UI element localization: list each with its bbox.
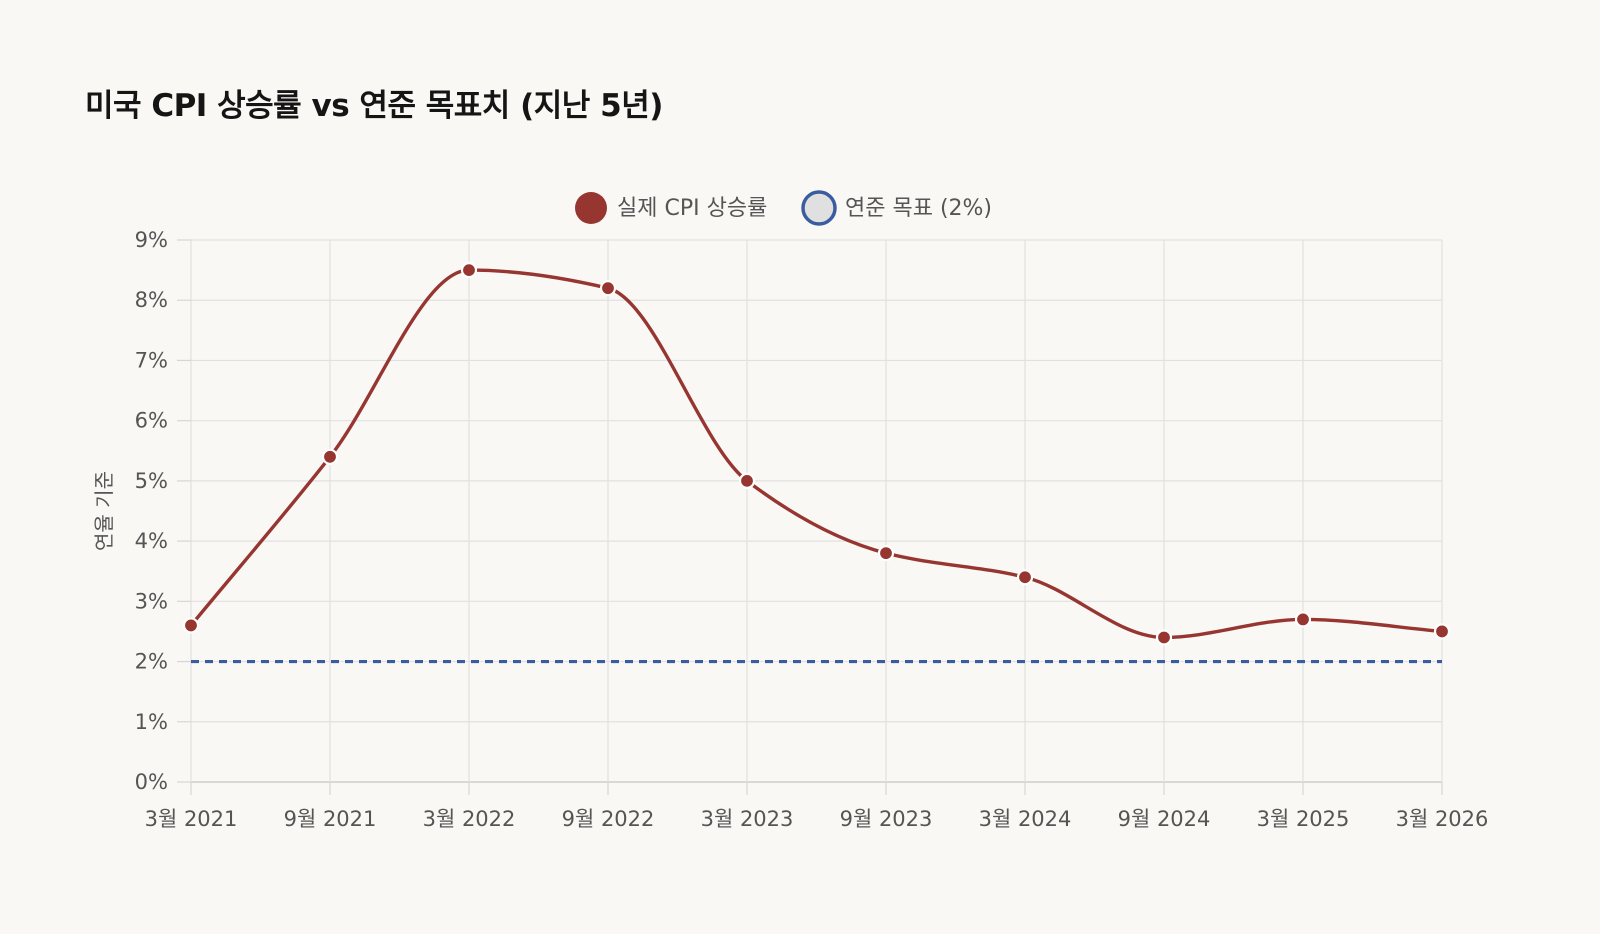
cpi-data-point[interactable] <box>1294 611 1312 628</box>
x-tick-label: 3월 2021 <box>145 807 238 831</box>
y-tick-label: 3% <box>135 589 168 613</box>
x-tick-label: 9월 2023 <box>840 807 933 831</box>
y-tick-label: 7% <box>135 348 168 372</box>
axes: 0% 1% 2% 3% 4% 5% 6% 7% 8% 9% 3월 2021 9월 2021 3월 202… <box>92 228 1488 831</box>
cpi-data-point[interactable] <box>599 280 617 297</box>
y-tick-label: 0% <box>135 770 168 794</box>
legend-label-target[interactable]: 연준 목표 (2%) <box>845 196 992 221</box>
legend-label-cpi[interactable]: 실제 CPI 상승률 <box>617 196 767 221</box>
legend-swatch-cpi[interactable] <box>575 192 607 224</box>
cpi-data-point[interactable] <box>1433 623 1451 640</box>
y-tick-label: 4% <box>135 529 168 553</box>
x-tick-label: 3월 2024 <box>979 807 1072 831</box>
y-tick-label: 1% <box>135 710 168 734</box>
y-tick-label: 8% <box>135 288 168 312</box>
chart-title: 미국 CPI 상승률 vs 연준 목표치 (지난 5년) <box>85 88 663 124</box>
y-axis-title: 연율 기준 <box>92 471 116 551</box>
cpi-data-point[interactable] <box>877 545 895 562</box>
legend[interactable]: 실제 CPI 상승률 연준 목표 (2%) <box>575 190 992 226</box>
x-tick-label: 3월 2022 <box>423 807 516 831</box>
cpi-data-point[interactable] <box>182 617 200 634</box>
y-tick-label: 6% <box>135 409 168 433</box>
cpi-data-point[interactable] <box>738 472 756 489</box>
legend-swatch-target[interactable] <box>801 190 837 226</box>
cpi-data-point[interactable] <box>1016 569 1034 586</box>
cpi-line <box>189 268 1443 640</box>
cpi-data-point[interactable] <box>1155 629 1173 646</box>
x-tick-label: 9월 2021 <box>284 807 377 831</box>
x-tick-label: 9월 2022 <box>562 807 655 831</box>
series-layer <box>182 262 1451 664</box>
y-tick-label: 2% <box>135 650 168 674</box>
y-tick-label: 5% <box>135 469 168 493</box>
x-tick-label: 3월 2026 <box>1396 807 1489 831</box>
cpi-data-point[interactable] <box>460 262 478 279</box>
grid <box>190 239 1443 783</box>
cpi-data-point[interactable] <box>321 448 339 465</box>
x-tick-label: 9월 2024 <box>1118 807 1211 831</box>
x-tick-label: 3월 2025 <box>1257 807 1350 831</box>
x-tick-label: 3월 2023 <box>701 807 794 831</box>
y-tick-label: 9% <box>135 228 168 252</box>
